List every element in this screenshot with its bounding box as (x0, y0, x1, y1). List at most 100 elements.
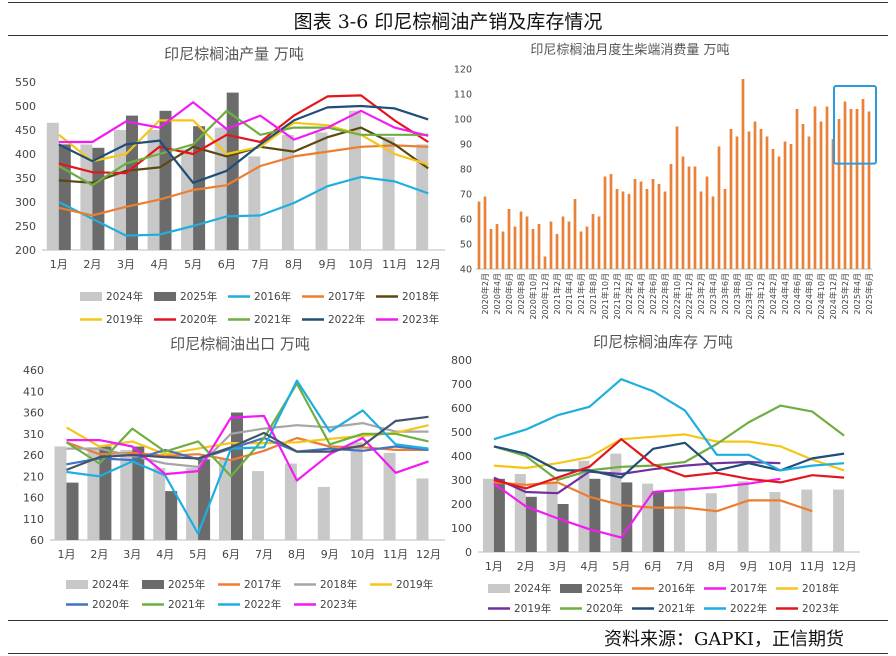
footer-top-rule (8, 620, 888, 621)
production-xtick-label: 8月 (285, 258, 303, 271)
biodiesel-bar (717, 146, 721, 269)
biodiesel-highlight-box (833, 85, 877, 165)
inventory-title: 印尼棕榈油库存 万吨 (593, 333, 733, 351)
inventory-legend-label: 2018年 (802, 582, 839, 595)
biodiesel-xtick-label: 2021年8月 (588, 273, 598, 314)
biodiesel-xtick-label: 2023年8月 (732, 273, 742, 314)
biodiesel-xtick-label: 2022年2月 (624, 273, 634, 314)
exports-bar-2025年 (132, 446, 145, 540)
exports-ytick-label: 60 (30, 534, 44, 547)
biodiesel-xtick-label: 2024年12月 (828, 273, 838, 320)
biodiesel-bar (561, 216, 565, 269)
production-title: 印尼棕榈油产量 万吨 (164, 45, 304, 63)
exports-ytick-label: 260 (23, 449, 44, 462)
inventory-legend-label: 2025年 (586, 582, 623, 595)
biodiesel-bar (531, 229, 535, 269)
biodiesel-bar (543, 256, 547, 269)
production-bar-2024年 (114, 130, 126, 250)
biodiesel-bar (813, 106, 817, 269)
production-bar-2024年 (248, 156, 261, 250)
biodiesel-bar (627, 194, 631, 269)
exports-line-2023年 (66, 414, 429, 482)
biodiesel-bar (621, 191, 625, 269)
exports-legend-label: 2023年 (320, 598, 357, 611)
biodiesel-bar (573, 199, 577, 269)
production-legend-label: 2021年 (254, 313, 291, 326)
biodiesel-bar (585, 226, 589, 269)
production-bar-2024年 (147, 130, 160, 250)
biodiesel-bar (855, 109, 859, 269)
biodiesel-xtick-label: 2020年8月 (516, 273, 526, 314)
biodiesel-xtick-label: 2021年4月 (564, 273, 574, 314)
biodiesel-bar (747, 131, 751, 269)
biodiesel-ytick-label: 110 (454, 90, 472, 101)
production-ytick-label: 400 (15, 148, 36, 161)
inventory-bar-2024年 (578, 460, 590, 552)
exports-xtick-label: 7月 (255, 548, 273, 561)
biodiesel-xtick-label: 2025年6月 (864, 273, 874, 314)
exports-legend-label: 2017年 (244, 578, 281, 591)
biodiesel-xtick-label: 2021年2月 (552, 273, 562, 314)
inventory-bar-2025年 (557, 504, 569, 552)
inventory-ytick-label: 600 (451, 402, 472, 415)
biodiesel-bar (729, 129, 733, 269)
inventory-chart-panel: 印尼棕榈油库存 万吨 0 100 200 300 400 500 600 700 800 1月 2月 3… (448, 330, 896, 620)
title-bottom-rule (8, 35, 888, 36)
exports-xtick-label: 9月 (321, 548, 339, 561)
production-bar-2025年 (126, 115, 138, 250)
biodiesel-xtick-label: 2024年6月 (792, 273, 802, 314)
title-top-rule (8, 2, 888, 3)
biodiesel-bar (477, 201, 481, 269)
figure-title: 图表 3-6 印尼棕榈油产销及库存情况 (293, 11, 603, 33)
inventory-xtick-label: 8月 (708, 560, 726, 573)
inventory-legend-label: 2023年 (802, 602, 839, 615)
production-legend-label: 2025年 (180, 290, 217, 303)
biodiesel-bar (825, 106, 829, 269)
production-xtick-label: 10月 (349, 258, 374, 271)
production-xtick-label: 7月 (251, 258, 269, 271)
production-xtick-label: 11月 (382, 258, 407, 271)
exports-ytick-label: 360 (23, 407, 44, 420)
biodiesel-xtick-label: 2020年10月 (528, 273, 538, 320)
production-bar-2024年 (382, 137, 395, 250)
biodiesel-bar (549, 221, 553, 269)
biodiesel-xtick-label: 2023年2月 (696, 273, 706, 314)
production-legend-label: 2023年 (402, 313, 439, 326)
exports-ytick-label: 210 (23, 470, 44, 483)
biodiesel-bar (705, 176, 709, 269)
exports-bar-2024年 (350, 442, 363, 540)
production-line-2020年 (58, 94, 429, 175)
inventory-xtick-label: 1月 (485, 560, 503, 573)
exports-bar-2024年 (87, 447, 100, 540)
exports-bar-2025年 (99, 446, 112, 540)
inventory-legend-label: 2016年 (658, 582, 695, 595)
biodiesel-bar (669, 164, 673, 269)
exports-line-unlabeled (66, 415, 429, 471)
inventory-bar-2024年 (737, 481, 749, 552)
biodiesel-xtick-label: 2024年4月 (780, 273, 790, 314)
production-xtick-label: 1月 (50, 258, 68, 271)
biodiesel-bar (783, 141, 787, 269)
production-ytick-label: 250 (15, 220, 36, 233)
production-ytick-label: 550 (15, 76, 36, 89)
exports-legend-swatch (66, 580, 88, 589)
inventory-line-2021年 (493, 441, 845, 479)
exports-bar-2025年 (66, 482, 79, 540)
production-ytick-label: 450 (15, 124, 36, 137)
biodiesel-svg: 印尼棕榈油月度生柴端消费量 万吨 40 50 60 70 80 90 100 110 120 202… (454, 42, 877, 320)
biodiesel-bar (807, 136, 811, 269)
inventory-xtick-label: 9月 (740, 560, 758, 573)
biodiesel-bar (501, 231, 505, 269)
biodiesel-bar (795, 109, 799, 269)
production-legend-swatch (154, 292, 176, 301)
inventory-xtick-label: 10月 (768, 560, 793, 573)
exports-bar-2024年 (284, 463, 297, 540)
exports-bar-2024年 (416, 478, 429, 540)
inventory-xtick-label: 7月 (676, 560, 694, 573)
production-legend-label: 2016年 (254, 290, 291, 303)
inventory-ytick-label: 500 (451, 426, 472, 439)
exports-xtick-label: 8月 (288, 548, 306, 561)
production-bar-2024年 (281, 134, 294, 250)
exports-chart-panel: 印尼棕榈油出口 万吨 60 110 160 210 260 310 360 410 460 1月 2月… (0, 330, 448, 620)
biodiesel-ytick-label: 40 (460, 265, 472, 276)
